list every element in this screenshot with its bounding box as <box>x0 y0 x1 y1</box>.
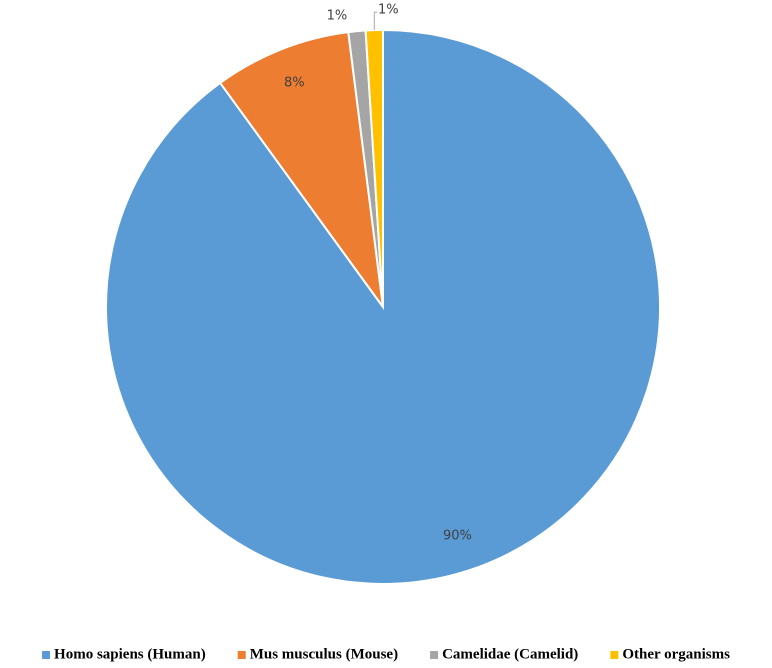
legend-label: Homo sapiens (Human) <box>54 646 206 662</box>
data-label: 1% <box>378 3 399 18</box>
legend-label: Mus musculus (Mouse) <box>250 646 398 662</box>
data-label: 1% <box>327 9 348 24</box>
legend-swatch <box>610 651 619 659</box>
legend-label: Other organisms <box>622 646 730 662</box>
legend-swatch <box>430 651 439 659</box>
legend-label: Camelidae (Camelid) <box>442 646 578 662</box>
legend-swatch <box>42 651 51 659</box>
data-label: 8% <box>284 75 305 90</box>
pie-slice <box>364 28 384 308</box>
data-label: 90% <box>443 529 472 544</box>
pie-slice <box>218 31 384 308</box>
legend-swatch <box>237 651 246 659</box>
leader-line <box>373 11 378 31</box>
